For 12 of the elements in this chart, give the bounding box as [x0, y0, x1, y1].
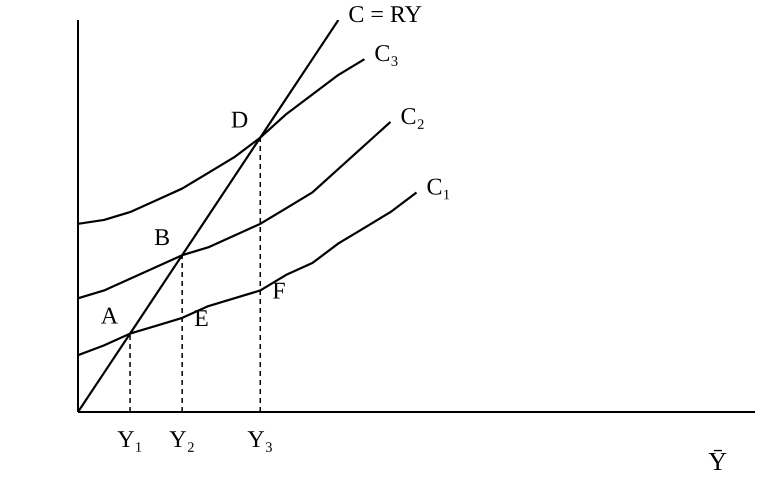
annotation: F	[272, 278, 286, 304]
series-label: C₃	[374, 41, 399, 68]
series-label: C = RY	[348, 2, 422, 28]
x-tick-label: Y₃	[247, 427, 274, 454]
series-label: C₁	[426, 174, 451, 200]
annotation: A	[100, 304, 119, 330]
x-tick-label: Y₁	[117, 427, 143, 454]
series-label: C₂	[400, 104, 425, 130]
x-axis-title: Ȳ	[708, 447, 728, 476]
annotation: B	[154, 225, 170, 252]
x-tick-label: Y₂	[169, 427, 196, 454]
annotation: D	[230, 108, 248, 134]
